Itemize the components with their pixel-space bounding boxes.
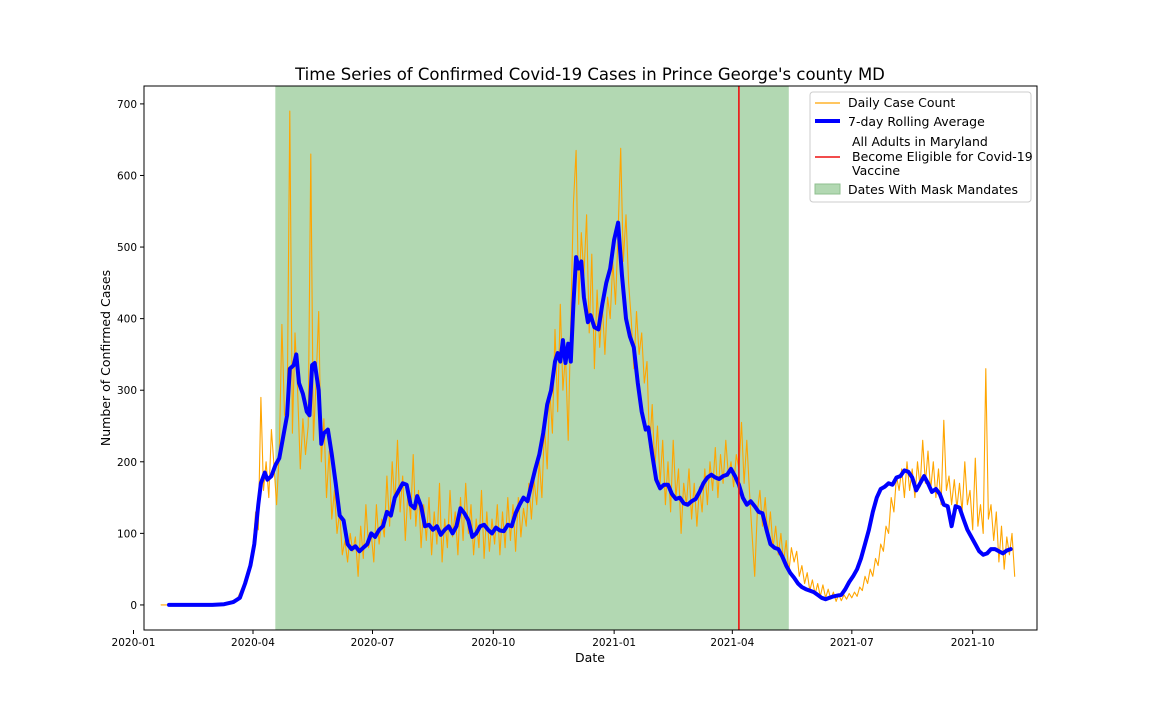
y-axis-label: Number of Confirmed Cases bbox=[98, 270, 113, 446]
chart-title: Time Series of Confirmed Covid-19 Cases … bbox=[294, 65, 885, 84]
axes-frame bbox=[143, 85, 1038, 631]
y-tick-label: 0 bbox=[130, 600, 137, 612]
rolling-average-line bbox=[167, 220, 1013, 607]
legend-vaccine-label-line3: Vaccine bbox=[852, 163, 900, 178]
mask-mandate-band bbox=[275, 86, 789, 630]
x-tick-label: 2020-07 bbox=[351, 637, 395, 649]
legend-vaccine-label-line1: All Adults in Maryland bbox=[852, 134, 988, 149]
x-tick-label: 2020-01 bbox=[112, 637, 156, 649]
mask-mandate-span bbox=[275, 86, 789, 630]
x-tick-label: 2020-04 bbox=[231, 637, 275, 649]
daily-case-count-line bbox=[160, 110, 1016, 606]
legend-box bbox=[809, 91, 1032, 203]
x-axis-label: Date bbox=[575, 650, 605, 665]
legend-mask-swatch bbox=[814, 183, 841, 195]
x-tick-label: 2021-07 bbox=[830, 637, 874, 649]
y-tick-label: 700 bbox=[117, 99, 137, 111]
y-axis-ticks: 0 100 200 300 400 500 600 700 bbox=[117, 99, 144, 612]
y-tick-label: 400 bbox=[117, 314, 137, 326]
legend-vaccine-label-line2: Become Eligible for Covid-19 bbox=[852, 149, 1033, 164]
x-tick-label: 2021-01 bbox=[592, 637, 636, 649]
legend-daily-label: Daily Case Count bbox=[848, 95, 955, 110]
y-tick-label: 600 bbox=[117, 170, 137, 182]
axes-border bbox=[143, 85, 1038, 631]
y-tick-label: 300 bbox=[117, 385, 137, 397]
x-tick-label: 2021-10 bbox=[951, 637, 995, 649]
legend: Daily Case Count 7-day Rolling Average A… bbox=[809, 91, 1033, 203]
legend-rolling-label: 7-day Rolling Average bbox=[848, 114, 985, 129]
y-tick-label: 500 bbox=[117, 242, 137, 254]
series-lines bbox=[160, 110, 1016, 607]
x-tick-label: 2020-10 bbox=[471, 637, 515, 649]
legend-mask-label: Dates With Mask Mandates bbox=[848, 182, 1018, 197]
x-axis-ticks: 2020-01 2020-04 2020-07 2020-10 2021-01 2021-… bbox=[112, 630, 995, 649]
y-tick-label: 200 bbox=[117, 457, 137, 469]
x-tick-label: 2021-04 bbox=[710, 637, 754, 649]
y-tick-label: 100 bbox=[117, 528, 137, 540]
